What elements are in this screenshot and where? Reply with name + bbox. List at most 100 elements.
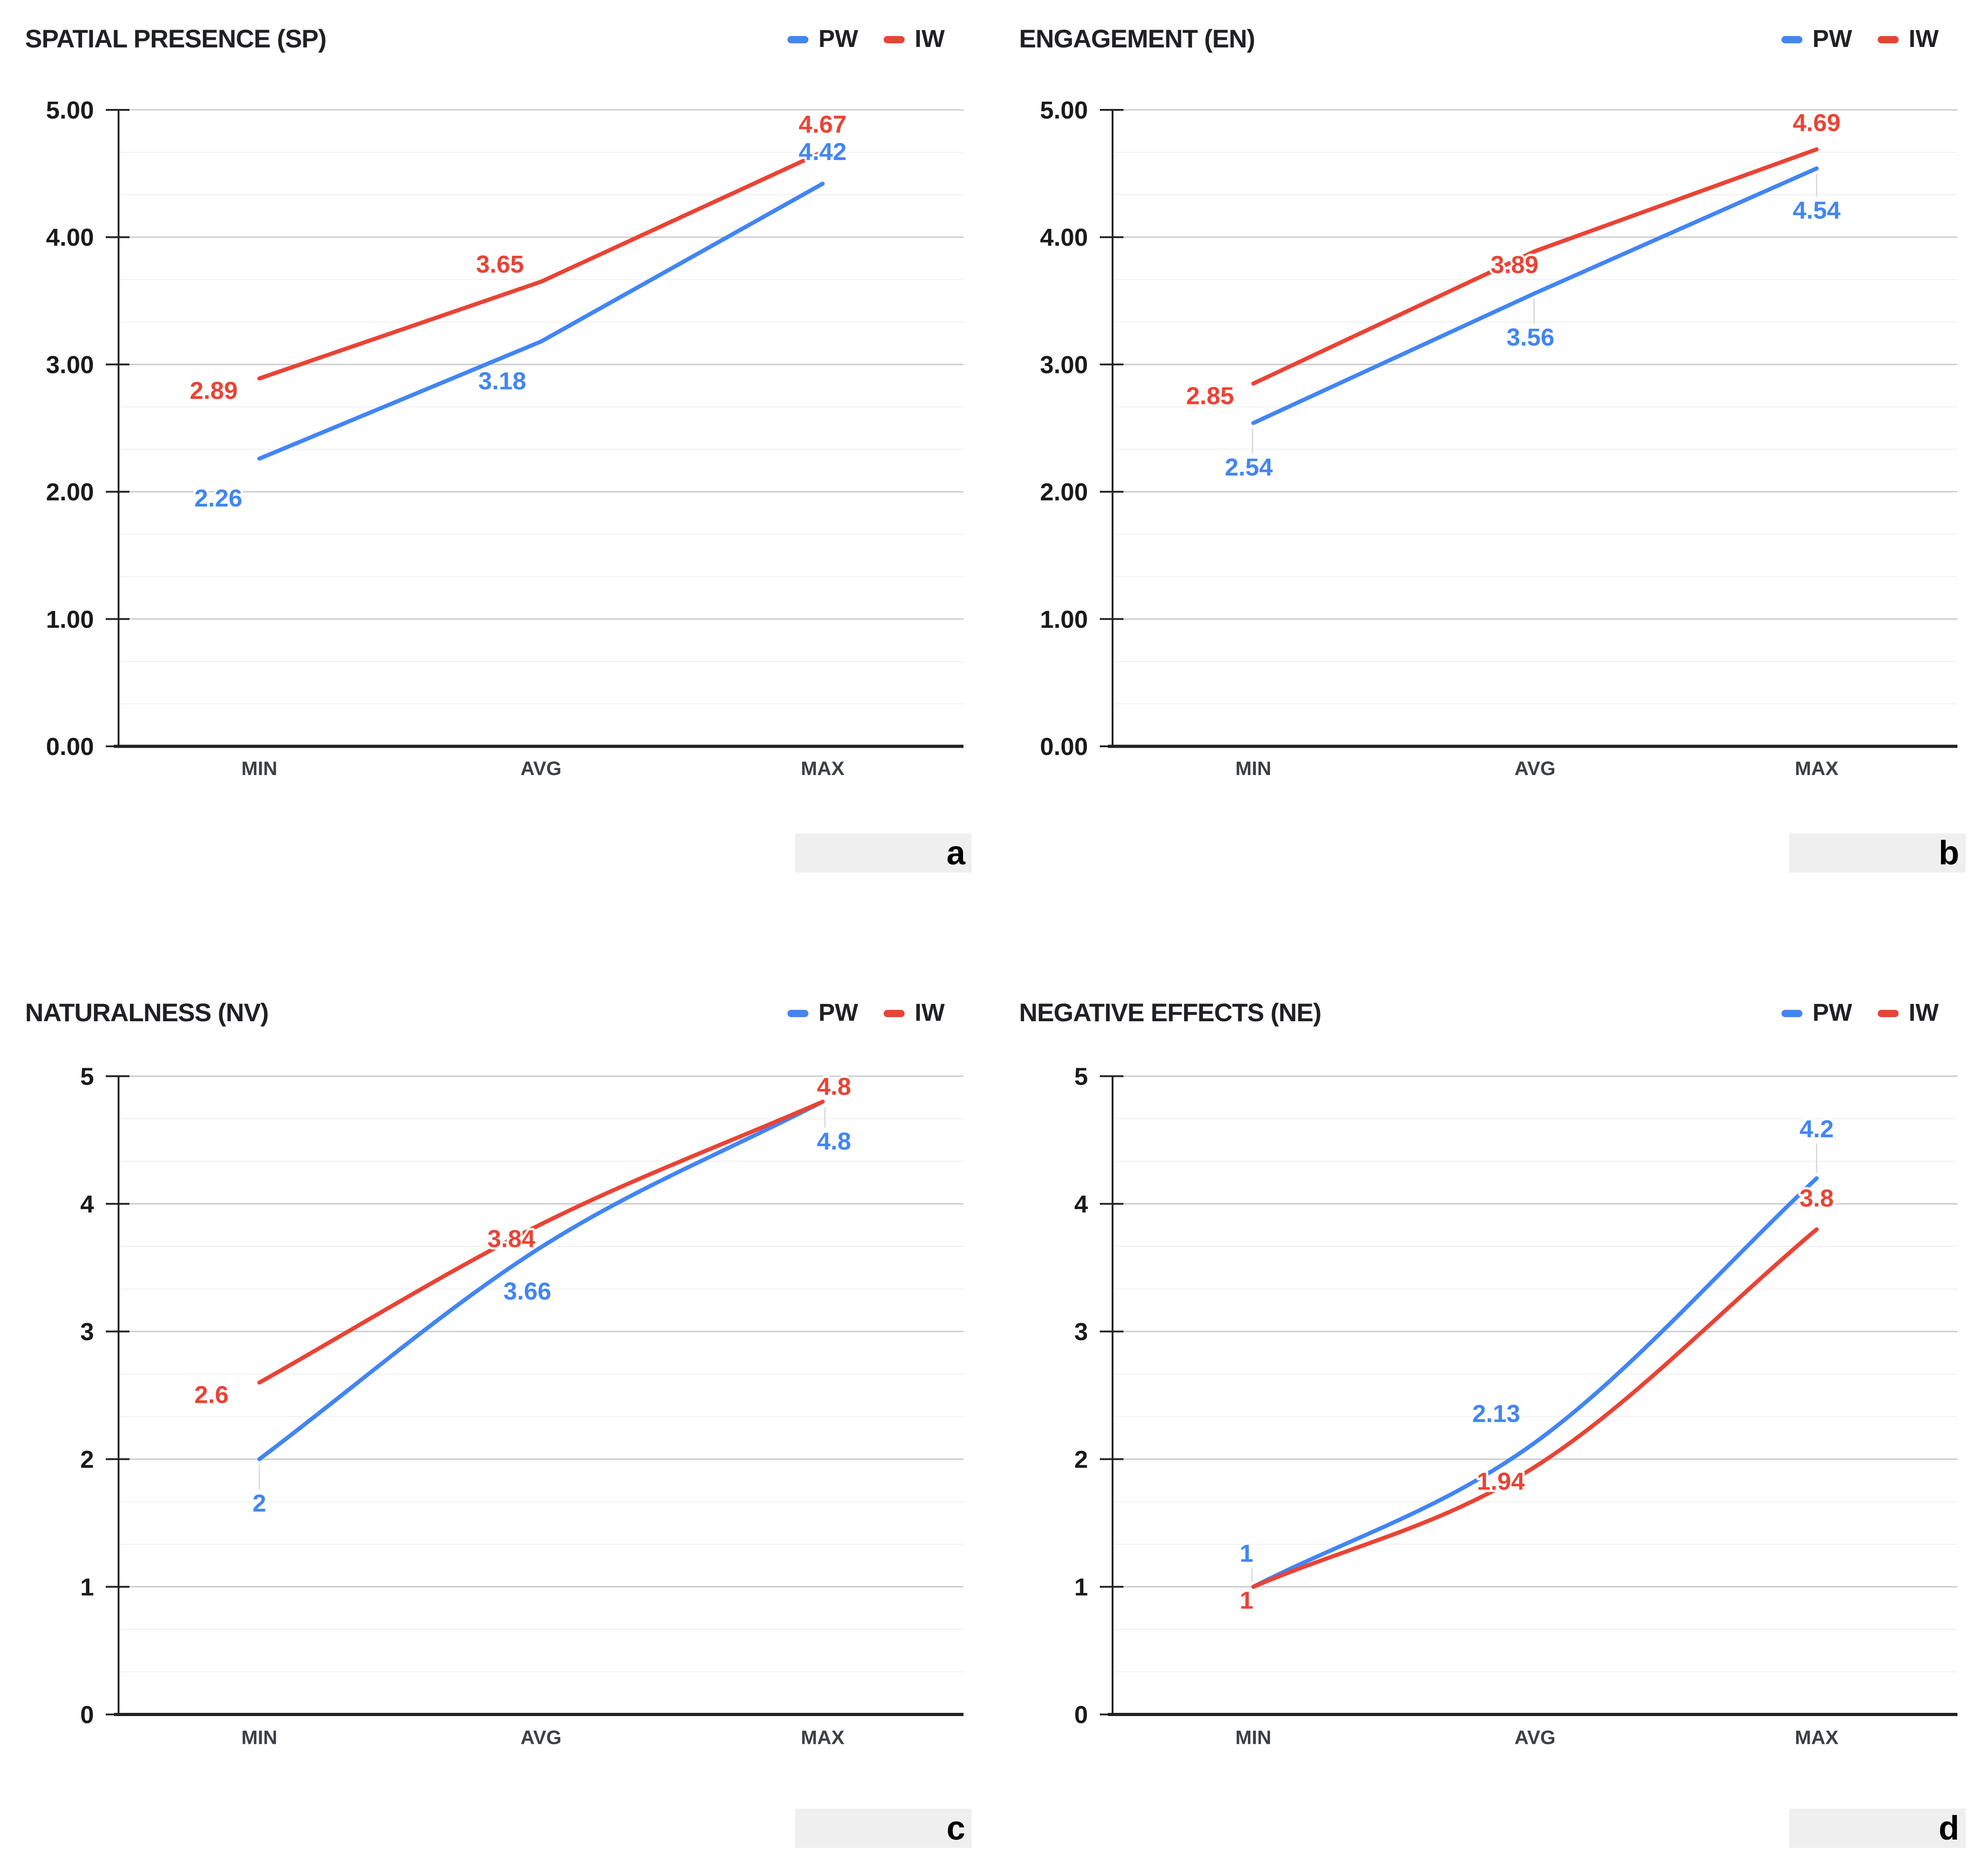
x-category-label: MAX <box>801 758 844 780</box>
legend-item-iw: IW <box>1878 25 1939 53</box>
legend-item-iw: IW <box>1878 998 1939 1027</box>
x-category-label: AVG <box>1515 758 1556 780</box>
data-label-iw: 3.8 <box>1800 1185 1834 1212</box>
legend: PW IW <box>787 998 945 1027</box>
series-line-iw <box>257 150 825 381</box>
data-label-pw: 1 <box>1240 1540 1253 1567</box>
data-label-pw: 2.54 <box>1225 454 1273 481</box>
y-tick-label: 4 <box>80 1191 94 1218</box>
data-label-pw: 4.54 <box>1793 196 1841 224</box>
chart-title-ne: NEGATIVE EFFECTS (NE) <box>1019 998 1321 1027</box>
chart-title-nv: NATURALNESS (NV) <box>25 998 269 1027</box>
legend: PW IW <box>1781 25 1939 53</box>
data-label-iw: 3.65 <box>476 251 524 278</box>
panel-letter-box-b: b <box>1789 833 1966 873</box>
legend-label-iw: IW <box>915 25 945 52</box>
y-tick-label: 4.00 <box>1040 224 1088 251</box>
data-label-iw: 1.94 <box>1477 1468 1525 1495</box>
x-category-label: MIN <box>241 758 277 780</box>
data-label-pw: 2.13 <box>1472 1400 1520 1427</box>
legend-label-pw: PW <box>818 998 859 1026</box>
data-label-pw: 3.56 <box>1507 324 1554 351</box>
x-category-label: AVG <box>521 1727 562 1749</box>
panel-header: NEGATIVE EFFECTS (NE) PW IW <box>1019 998 1939 1027</box>
panel-engagement: ENGAGEMENT (EN) PW IW 0.00 1.00 2.00 3.00 4.… <box>994 0 1988 926</box>
chart-title-sp: SPATIAL PRESENCE (SP) <box>25 24 326 53</box>
pw-legend-swatch-icon <box>787 1009 809 1017</box>
data-label-pw: 4.2 <box>1800 1116 1834 1143</box>
chart-engagement: 0.00 1.00 2.00 3.00 4.00 5.00 MIN AVG MAX 2.54 3.5… <box>1040 97 1957 780</box>
y-tick-label: 3.00 <box>1040 351 1088 378</box>
y-tick-label: 2 <box>80 1446 94 1474</box>
chart-negative-effects: 0 1 2 3 4 5 MIN AVG MAX 1 2.13 4.2 1 1.94 3.8 <box>1074 1063 1957 1749</box>
data-label-iw: 1 <box>1240 1587 1253 1614</box>
panel-negative-effects: NEGATIVE EFFECTS (NE) PW IW 0 1 2 3 4 5 MIN AVG… <box>994 926 1988 1851</box>
legend-label-iw: IW <box>1909 25 1939 52</box>
panel-spatial-presence: SPATIAL PRESENCE (SP) PW IW 0.00 1.00 2.00… <box>0 0 994 926</box>
x-category-label: AVG <box>521 758 562 780</box>
y-tick-label: 3.00 <box>46 351 94 378</box>
panel-header: ENGAGEMENT (EN) PW IW <box>1019 24 1939 53</box>
panel-letter: b <box>1938 834 1959 872</box>
panel-header: NATURALNESS (NV) PW IW <box>25 998 945 1027</box>
x-category-label: MAX <box>1795 1727 1838 1749</box>
legend-label-iw: IW <box>1909 998 1939 1026</box>
x-category-label: MIN <box>1235 1727 1271 1749</box>
legend: PW IW <box>787 25 945 53</box>
panel-letter-box-a: a <box>795 833 972 873</box>
legend-item-pw: PW <box>1781 25 1852 53</box>
y-tick-label: 5.00 <box>46 97 94 124</box>
data-label-iw: 2.6 <box>194 1381 228 1409</box>
data-label-iw: 4.67 <box>799 111 847 138</box>
legend-label-pw: PW <box>818 25 859 52</box>
y-tick-label: 3 <box>80 1318 94 1346</box>
series-line-iw <box>1251 147 1819 386</box>
legend-item-iw: IW <box>884 25 945 53</box>
y-tick-label: 1.00 <box>46 606 94 633</box>
data-label-iw: 2.89 <box>190 377 238 404</box>
y-tick-label: 1.00 <box>1040 606 1088 633</box>
y-tick-label: 2.00 <box>46 479 94 506</box>
data-label-iw: 2.85 <box>1186 382 1234 409</box>
y-tick-label: 2 <box>1074 1446 1088 1474</box>
data-label-iw: 4.69 <box>1793 109 1841 137</box>
series-line-pw <box>1251 1176 1819 1589</box>
panel-letter-box-d: d <box>1789 1809 1966 1848</box>
series-line-pw <box>257 181 825 461</box>
data-label-pw: 3.18 <box>478 367 526 395</box>
series-line-iw <box>257 1100 825 1385</box>
y-tick-label: 2.00 <box>1040 479 1088 506</box>
data-label-iw: 3.89 <box>1491 251 1538 279</box>
data-label-pw: 4.42 <box>799 138 847 165</box>
chart-spatial-presence: 0.00 1.00 2.00 3.00 4.00 5.00 MIN AVG MAX 2.26 3.1… <box>46 97 963 780</box>
data-label-pw: 2.26 <box>194 485 242 512</box>
pw-legend-swatch-icon <box>1781 36 1803 43</box>
legend-label-iw: IW <box>915 998 945 1026</box>
data-label-pw: 4.8 <box>817 1128 851 1155</box>
y-tick-label: 0 <box>1074 1701 1088 1729</box>
data-label-pw: 3.66 <box>503 1278 551 1305</box>
chart-naturalness: 0 1 2 3 4 5 MIN AVG MAX 2 3.66 4.8 2.6 3.84 4.8 <box>80 1063 963 1749</box>
series-line-iw <box>1251 1227 1819 1589</box>
panel-letter: c <box>946 1809 965 1847</box>
iw-legend-swatch-icon <box>1878 1009 1899 1017</box>
series-line-pw <box>257 1100 825 1461</box>
x-category-label: MAX <box>1795 758 1838 780</box>
iw-legend-swatch-icon <box>884 1009 905 1017</box>
y-tick-label: 4.00 <box>46 224 94 251</box>
legend-label-pw: PW <box>1812 998 1853 1026</box>
panel-header: SPATIAL PRESENCE (SP) PW IW <box>25 24 945 53</box>
panel-letter: d <box>1938 1809 1959 1847</box>
x-category-label: MAX <box>801 1727 844 1749</box>
panel-letter: a <box>946 834 965 872</box>
legend-item-pw: PW <box>787 998 858 1027</box>
y-tick-label: 5.00 <box>1040 97 1088 124</box>
panel-naturalness: NATURALNESS (NV) PW IW 0 1 2 3 4 5 MIN AVG MAX 2 3… <box>0 926 994 1851</box>
legend-item-iw: IW <box>884 998 945 1027</box>
pw-legend-swatch-icon <box>787 36 809 43</box>
x-category-label: MIN <box>1235 758 1271 780</box>
legend-item-pw: PW <box>787 25 858 53</box>
data-label-iw: 4.8 <box>817 1073 851 1101</box>
y-tick-label: 1 <box>80 1574 94 1601</box>
